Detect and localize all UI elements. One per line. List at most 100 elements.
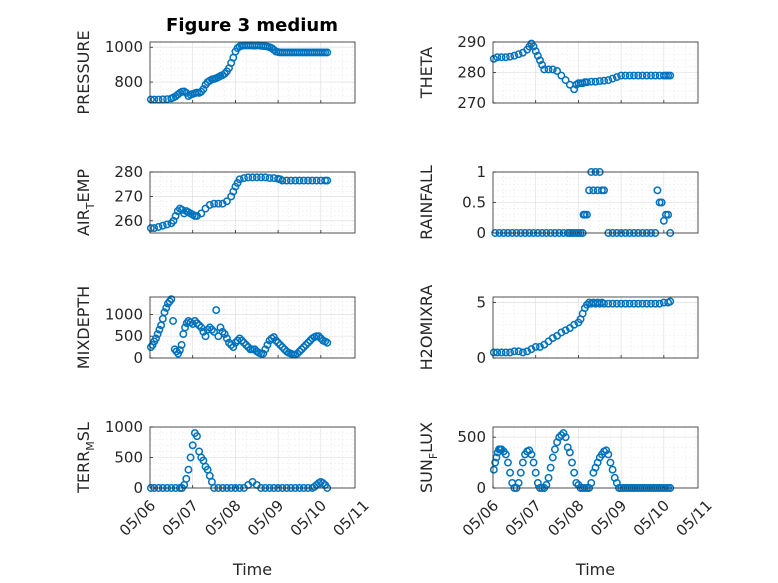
data-point (205, 323, 214, 332)
data-point (606, 458, 615, 467)
data-point (214, 199, 223, 208)
data-point (583, 78, 591, 87)
y-tick-label: 0.5 (462, 194, 486, 212)
data-point (531, 47, 540, 56)
data-point (210, 199, 219, 208)
data-point (154, 222, 163, 231)
x-tick-label: 05/06 (116, 496, 159, 539)
data-point (155, 325, 164, 334)
data-point (506, 52, 515, 61)
data-point (295, 347, 304, 356)
data-point (600, 299, 608, 308)
data-point (529, 42, 538, 51)
data-point (201, 332, 210, 341)
x-tick-label: 05/11 (329, 496, 372, 539)
data-point (291, 176, 300, 185)
data-point (536, 342, 544, 351)
data-point (617, 299, 626, 308)
data-point (489, 348, 498, 357)
data-point (651, 299, 660, 308)
data-point (282, 176, 291, 185)
data-point (181, 323, 189, 332)
data-point (572, 478, 581, 487)
data-point (323, 176, 332, 185)
y-tick-label: 5 (476, 294, 486, 312)
data-point (248, 173, 257, 182)
data-point (286, 176, 295, 185)
y-tick-label: 0 (476, 479, 486, 497)
data-point (510, 347, 519, 356)
data-point (497, 348, 506, 357)
data-point (625, 71, 634, 80)
data-point (536, 56, 544, 65)
data-point (565, 448, 574, 457)
data-point (548, 334, 557, 342)
y-tick-label: 1000 (105, 418, 143, 436)
data-point (561, 433, 570, 442)
data-point (568, 458, 576, 467)
data-point (195, 321, 204, 330)
data-point (235, 175, 244, 184)
data-point (319, 479, 327, 488)
data-point (205, 200, 214, 209)
data-point (190, 317, 199, 325)
y-tick-label: 0 (476, 224, 486, 242)
data-point (642, 299, 651, 308)
y-axis-label: THETA (417, 47, 436, 99)
data-point (583, 210, 591, 219)
subplot-3: 260 270 280 AIRTEMP (74, 163, 356, 236)
axes-box (492, 171, 699, 234)
data-point (612, 299, 621, 308)
data-point (314, 332, 323, 341)
data-point (625, 299, 634, 308)
data-point (158, 95, 167, 104)
y-tick-label: 290 (457, 33, 486, 51)
data-point (608, 465, 617, 474)
x-tick-label: 05/11 (672, 496, 715, 539)
y-tick-label: 500 (457, 428, 486, 446)
data-point (259, 349, 268, 358)
data-point (212, 306, 221, 315)
data-point (186, 453, 195, 462)
axes-box (149, 171, 356, 234)
data-point (657, 198, 666, 207)
data-point (621, 71, 630, 80)
data-point (274, 338, 283, 347)
y-axis-label: TERRMSL (74, 422, 97, 494)
x-tick-label: 05/10 (287, 496, 330, 539)
data-point (240, 338, 248, 347)
data-point (557, 431, 566, 440)
data-point (548, 453, 557, 462)
data-point (647, 299, 655, 308)
y-tick-label: 0 (476, 349, 486, 367)
data-point (514, 50, 523, 59)
data-point (548, 65, 557, 74)
y-tick-label: 500 (114, 449, 143, 467)
x-axis-label: Time (575, 560, 615, 579)
data-point (240, 174, 248, 183)
data-point (308, 176, 317, 185)
data-point (653, 186, 662, 195)
data-point (629, 299, 638, 308)
y-axis-label-suffix: EMP (74, 169, 93, 203)
data-point (559, 429, 568, 438)
data-point (501, 348, 510, 357)
data-point (299, 343, 308, 352)
data-point (570, 468, 579, 477)
data-point (323, 48, 332, 57)
data-point (510, 51, 519, 60)
data-point (301, 340, 310, 349)
data-point (527, 450, 536, 459)
data-point (570, 85, 579, 94)
data-point (604, 76, 613, 85)
data-point (312, 176, 321, 185)
axes-box (149, 296, 356, 359)
y-tick-label: 800 (114, 73, 143, 91)
data-point (561, 326, 570, 335)
data-point (163, 220, 172, 229)
data-point (150, 224, 159, 233)
data-point (493, 348, 502, 357)
data-point (323, 338, 332, 347)
subplot-2: 270 280 290 THETA (417, 33, 699, 112)
y-tick-label: 270 (114, 187, 143, 205)
